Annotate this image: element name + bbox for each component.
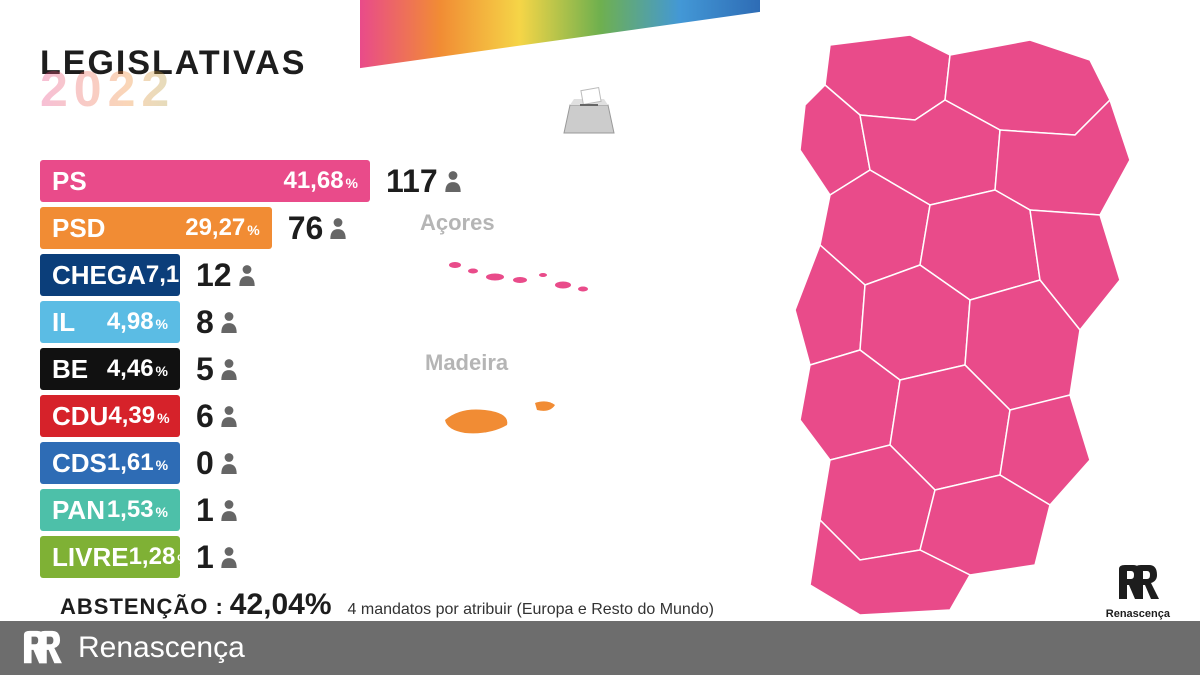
abstention-label: ABSTENÇÃO : <box>60 594 224 620</box>
party-bar: PAN 1,53% <box>40 489 180 531</box>
party-name: CDU <box>52 401 108 432</box>
party-name: PAN <box>52 495 105 526</box>
abstention-row: ABSTENÇÃO : 42,04% 4 mandatos por atribu… <box>60 588 714 622</box>
party-seats: 8 <box>196 304 238 341</box>
party-bar: CHEGA 7,15% <box>40 254 180 296</box>
party-percent: 1,28% <box>129 543 190 571</box>
person-icon <box>220 452 238 474</box>
party-row: IL 4,98% 8 <box>40 301 480 343</box>
person-icon <box>220 546 238 568</box>
party-seats: 5 <box>196 351 238 388</box>
party-row: CDS 1,61% 0 <box>40 442 480 484</box>
footer-brand: Renascença <box>78 631 245 665</box>
footer-bar: Renascença <box>0 621 1200 675</box>
party-seats: 1 <box>196 492 238 529</box>
party-name: PS <box>52 166 87 197</box>
election-header: LEGISLATIVAS 2022 <box>40 48 306 112</box>
party-seats: 117 <box>386 163 462 200</box>
acores-map <box>445 255 595 300</box>
ballot-box-icon <box>560 85 618 148</box>
party-seats: 6 <box>196 398 238 435</box>
party-bar: PS 41,68% <box>40 160 370 202</box>
abstention-note: 4 mandatos por atribuir (Europa e Resto … <box>348 601 714 619</box>
party-seats: 12 <box>196 257 256 294</box>
portugal-map <box>770 30 1150 610</box>
person-icon <box>238 264 256 286</box>
party-percent: 1,61% <box>107 449 168 477</box>
person-icon <box>220 311 238 333</box>
party-row: LIVRE 1,28% 1 <box>40 536 480 578</box>
party-bar: IL 4,98% <box>40 301 180 343</box>
acores-label: Açores <box>420 210 495 236</box>
party-name: LIVRE <box>52 542 129 573</box>
party-name: IL <box>52 307 75 338</box>
abstention-value: 42,04% <box>230 588 332 622</box>
party-row: BE 4,46% 5 <box>40 348 480 390</box>
party-bar: LIVRE 1,28% <box>40 536 180 578</box>
party-name: BE <box>52 354 88 385</box>
party-bar: PSD 29,27% <box>40 207 272 249</box>
party-percent: 4,98% <box>107 308 168 336</box>
party-row: CDU 4,39% 6 <box>40 395 480 437</box>
party-percent: 4,39% <box>108 402 169 430</box>
party-seats: 1 <box>196 539 238 576</box>
party-row: PS 41,68% 117 <box>40 160 480 202</box>
person-icon <box>329 217 347 239</box>
party-seats: 0 <box>196 445 238 482</box>
madeira-map <box>435 395 575 445</box>
party-bar: CDU 4,39% <box>40 395 180 437</box>
party-percent: 1,53% <box>107 496 168 524</box>
party-percent: 4,46% <box>107 355 168 383</box>
party-percent: 41,68% <box>283 167 358 195</box>
brand-name: Renascença <box>1106 608 1170 620</box>
party-name: CDS <box>52 448 107 479</box>
party-name: CHEGA <box>52 260 146 291</box>
results-table: PS 41,68% 117 PSD 29,27% 76 CHEGA <box>40 160 480 583</box>
party-name: PSD <box>52 213 105 244</box>
party-seats: 76 <box>288 210 348 247</box>
party-row: PSD 29,27% 76 <box>40 207 480 249</box>
party-percent: 29,27% <box>185 214 260 242</box>
person-icon <box>220 405 238 427</box>
madeira-label: Madeira <box>425 350 508 376</box>
person-icon <box>220 358 238 380</box>
brand-logo: Renascença <box>1106 563 1170 620</box>
person-icon <box>444 170 462 192</box>
party-row: PAN 1,53% 1 <box>40 489 480 531</box>
party-bar: BE 4,46% <box>40 348 180 390</box>
header-year: 2022 <box>40 67 306 112</box>
party-bar: CDS 1,61% <box>40 442 180 484</box>
footer-logo-icon <box>20 629 64 667</box>
rainbow-banner <box>360 0 760 68</box>
person-icon <box>220 499 238 521</box>
party-row: CHEGA 7,15% 12 <box>40 254 480 296</box>
